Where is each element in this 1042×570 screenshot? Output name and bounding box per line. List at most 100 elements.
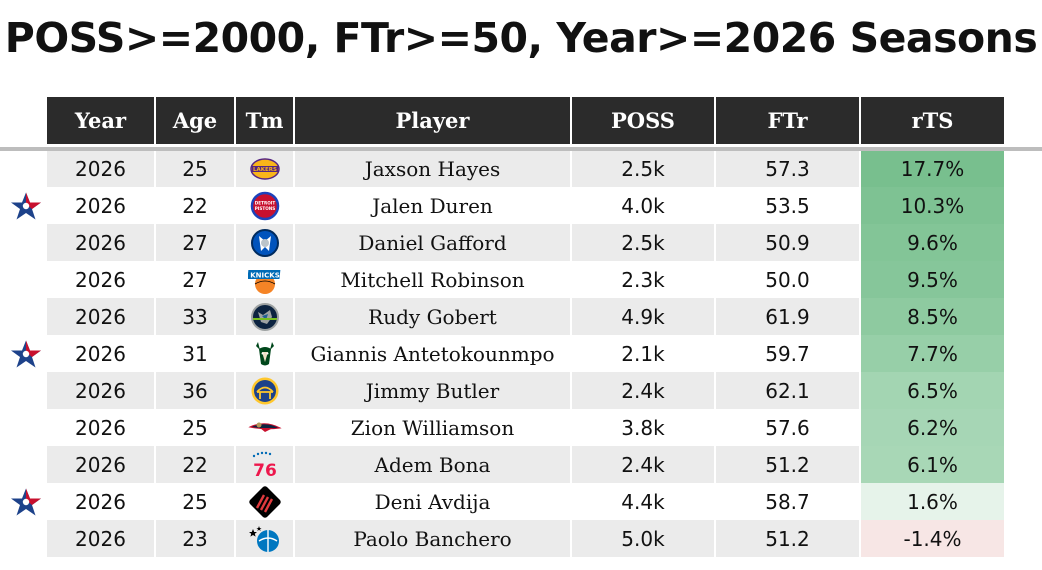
nba-allstar-icon <box>8 487 44 517</box>
poss-cell: 2.5k <box>572 224 714 261</box>
table-row[interactable]: 2026 22 76 Adem Bona 2.4k 51.2 6.1% <box>47 446 1004 483</box>
stats-table: Year Age Tm Player POSS FTr rTS 2026 25 LA… <box>45 97 1006 557</box>
ftr-cell: 50.9 <box>716 224 859 261</box>
age-cell: 25 <box>156 483 234 520</box>
player-cell[interactable]: Deni Avdija <box>295 483 570 520</box>
year-cell: 2026 <box>47 335 154 372</box>
pelicans-logo-icon <box>247 412 282 444</box>
svg-text:DETROIT: DETROIT <box>254 200 275 205</box>
column-header-player[interactable]: Player <box>295 97 570 144</box>
timberwolves-logo-icon <box>248 301 282 333</box>
ftr-cell: 61.9 <box>716 298 859 335</box>
rts-cell: 6.5% <box>861 372 1004 409</box>
ftr-cell: 57.6 <box>716 409 859 446</box>
age-cell: 27 <box>156 261 234 298</box>
svg-text:76: 76 <box>253 461 277 481</box>
team-cell <box>236 335 293 372</box>
team-cell: DETROIT PISTONS <box>236 187 293 224</box>
player-cell[interactable]: Daniel Gafford <box>295 224 570 261</box>
table-row[interactable]: 2026 31 Giannis Antetokounmpo 2.1k 59.7 7.7% <box>47 335 1004 372</box>
year-cell: 2026 <box>47 150 154 187</box>
svg-text:PISTONS: PISTONS <box>254 206 275 211</box>
ftr-cell: 50.0 <box>716 261 859 298</box>
rts-cell: 9.5% <box>861 261 1004 298</box>
team-cell <box>236 298 293 335</box>
age-cell: 36 <box>156 372 234 409</box>
player-cell[interactable]: Paolo Banchero <box>295 520 570 557</box>
team-cell <box>236 224 293 261</box>
team-cell <box>236 409 293 446</box>
team-cell <box>236 520 293 557</box>
blazers-logo-icon <box>248 485 282 518</box>
table-row[interactable]: 2026 25 Deni Avdija 4.4k 58.7 1.6% <box>47 483 1004 520</box>
poss-cell: 4.4k <box>572 483 714 520</box>
player-cell[interactable]: Mitchell Robinson <box>295 261 570 298</box>
year-cell: 2026 <box>47 409 154 446</box>
age-cell: 31 <box>156 335 234 372</box>
player-cell[interactable]: Jaxson Hayes <box>295 150 570 187</box>
age-cell: 25 <box>156 409 234 446</box>
ftr-cell: 51.2 <box>716 520 859 557</box>
column-header-ftr[interactable]: FTr <box>716 97 859 144</box>
ftr-cell: 57.3 <box>716 150 859 187</box>
player-cell[interactable]: Rudy Gobert <box>295 298 570 335</box>
poss-cell: 4.9k <box>572 298 714 335</box>
column-header-age[interactable]: Age <box>156 97 234 144</box>
page-title: POSS>=2000, FTr>=50, Year>=2026 Seasons <box>4 14 1038 62</box>
year-cell: 2026 <box>47 298 154 335</box>
player-cell[interactable]: Jimmy Butler <box>295 372 570 409</box>
table-row[interactable]: 2026 22 DETROIT PISTONS Jalen Duren 4.0k 53.5 1… <box>47 187 1004 224</box>
lakers-logo-icon: LAKERS <box>248 153 282 185</box>
rts-cell: 10.3% <box>861 187 1004 224</box>
age-cell: 23 <box>156 520 234 557</box>
age-cell: 22 <box>156 446 234 483</box>
year-cell: 2026 <box>47 261 154 298</box>
team-cell <box>236 483 293 520</box>
year-cell: 2026 <box>47 446 154 483</box>
table-row[interactable]: 2026 25 Zion Williamson 3.8k 57.6 6.2% <box>47 409 1004 446</box>
year-cell: 2026 <box>47 372 154 409</box>
knicks-logo-icon: KNICKS <box>246 264 282 296</box>
poss-cell: 2.1k <box>572 335 714 372</box>
rts-cell: 6.1% <box>861 446 1004 483</box>
poss-cell: 2.3k <box>572 261 714 298</box>
mavericks-logo-icon <box>248 227 282 259</box>
ftr-cell: 59.7 <box>716 335 859 372</box>
year-cell: 2026 <box>47 187 154 224</box>
table-row[interactable]: 2026 23 Paolo Banchero 5.0k 51.2 -1.4% <box>47 520 1004 557</box>
team-cell: KNICKS <box>236 261 293 298</box>
bucks-logo-icon <box>248 338 282 370</box>
magic-logo-icon <box>248 523 282 555</box>
ftr-cell: 51.2 <box>716 446 859 483</box>
poss-cell: 4.0k <box>572 187 714 224</box>
age-cell: 27 <box>156 224 234 261</box>
table-row[interactable]: 2026 33 Rudy Gobert 4.9k 61.9 8.5% <box>47 298 1004 335</box>
poss-cell: 5.0k <box>572 520 714 557</box>
player-cell[interactable]: Zion Williamson <box>295 409 570 446</box>
column-header-rts[interactable]: rTS <box>861 97 1004 144</box>
table-row[interactable]: 2026 25 LAKERS Jaxson Hayes 2.5k 57.3 17.7% <box>47 150 1004 187</box>
table-row[interactable]: 2026 36 Jimmy Butler 2.4k 62.1 6.5% <box>47 372 1004 409</box>
poss-cell: 2.5k <box>572 150 714 187</box>
ftr-cell: 53.5 <box>716 187 859 224</box>
column-header-team[interactable]: Tm <box>236 97 293 144</box>
column-header-year[interactable]: Year <box>47 97 154 144</box>
table-row[interactable]: 2026 27 Daniel Gafford 2.5k 50.9 9.6% <box>47 224 1004 261</box>
ftr-cell: 62.1 <box>716 372 859 409</box>
player-cell[interactable]: Adem Bona <box>295 446 570 483</box>
sixers-logo-icon: 76 <box>248 449 282 481</box>
nba-allstar-icon <box>8 191 44 221</box>
team-cell: 76 <box>236 446 293 483</box>
column-header-poss[interactable]: POSS <box>572 97 714 144</box>
player-cell[interactable]: Giannis Antetokounmpo <box>295 335 570 372</box>
player-cell[interactable]: Jalen Duren <box>295 187 570 224</box>
warriors-logo-icon <box>248 375 282 407</box>
rts-cell: 6.2% <box>861 409 1004 446</box>
table-row[interactable]: 2026 27 KNICKS Mitchell Robinson 2.3k 50.0 9.5… <box>47 261 1004 298</box>
header-separator <box>0 147 1042 151</box>
team-cell <box>236 372 293 409</box>
year-cell: 2026 <box>47 520 154 557</box>
team-cell: LAKERS <box>236 150 293 187</box>
poss-cell: 2.4k <box>572 372 714 409</box>
ftr-cell: 58.7 <box>716 483 859 520</box>
